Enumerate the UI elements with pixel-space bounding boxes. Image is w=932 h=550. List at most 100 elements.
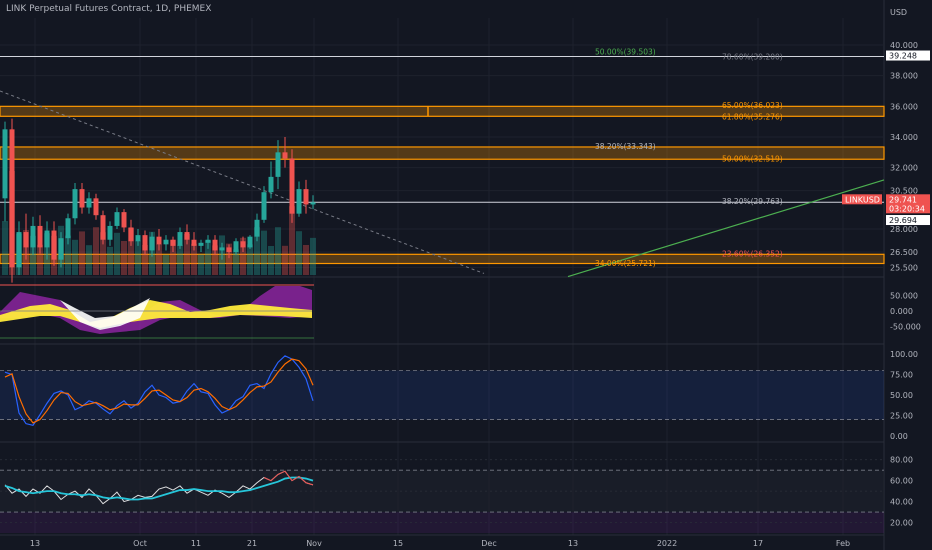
candle-body	[37, 225, 43, 248]
fib-label: 50.00%(32.519)	[722, 155, 783, 164]
stoch-band-fill	[0, 370, 884, 420]
time-tick-label: 11	[191, 539, 201, 548]
fib-zone	[0, 253, 885, 265]
price-tag	[886, 50, 930, 61]
rsi-line	[4, 470, 314, 505]
price-tick-label: 28.000	[890, 225, 918, 234]
volume-bar	[233, 249, 239, 275]
candle-body	[128, 227, 134, 242]
fib-zone	[0, 105, 885, 117]
candle-body	[261, 192, 267, 220]
rsi-tick-label: 20.00	[890, 519, 913, 528]
volume-bar	[65, 235, 71, 275]
candle-body	[135, 235, 141, 242]
candle-body	[233, 241, 239, 252]
momentum-yellow-area	[0, 300, 312, 328]
candle-body	[44, 230, 50, 248]
volume-bar	[289, 206, 295, 275]
stoch-tick-label: 100.00	[890, 350, 918, 359]
candle-body	[212, 239, 218, 251]
stoch-tick-label: 0.00	[890, 432, 908, 441]
candle-body	[177, 232, 183, 246]
price-tick-label: 26.500	[890, 248, 918, 257]
candle-body	[254, 219, 260, 237]
candle-body	[303, 189, 309, 205]
fib-label: 34.00%(25.721)	[595, 259, 656, 268]
volume-bar	[247, 244, 253, 275]
fib-label: 78.60%(39.200)	[722, 52, 783, 61]
volume-bar	[72, 239, 78, 275]
time-tick-label: 13	[30, 539, 40, 548]
fib-label: 38.20%(33.343)	[595, 142, 656, 151]
fib-label: 38.20%(29.763)	[722, 197, 783, 206]
stoch-tick-label: 25.00	[890, 411, 913, 420]
candle-body	[226, 247, 232, 252]
candle-body	[296, 189, 302, 214]
volume-bar	[2, 221, 8, 275]
volume-bar	[30, 235, 36, 275]
candle-body	[23, 232, 29, 248]
currency-label: USD	[890, 8, 908, 17]
candle-body	[275, 152, 281, 177]
candle-body	[198, 242, 204, 246]
candle-body	[9, 129, 15, 268]
candle-body	[142, 235, 148, 251]
chart-title: LINK Perpetual Futures Contract, 1D, PHE…	[6, 4, 212, 14]
volume-bar	[107, 246, 113, 275]
volume-bar	[128, 227, 134, 275]
trendline-down	[0, 90, 485, 274]
price-tick-label: 38.000	[890, 72, 918, 81]
candle-body	[191, 239, 197, 246]
candle-body	[79, 189, 85, 208]
candle-body	[184, 232, 190, 240]
fib-label: 61.80%(35.276)	[722, 112, 783, 121]
time-tick-label: Feb	[836, 539, 850, 548]
volume-bar	[100, 232, 106, 275]
trendline-up	[567, 179, 885, 278]
price-tag-label: 29.694	[889, 216, 917, 225]
candle-body	[93, 198, 99, 216]
time-tick-label: 13	[568, 539, 578, 548]
volume-bar	[184, 234, 190, 275]
price-tag-label: 39.248	[889, 52, 917, 61]
volume-bar	[170, 239, 176, 275]
candle-body	[205, 239, 211, 243]
time-tick-label: 15	[393, 539, 403, 548]
fib-label: 65.00%(36.023)	[722, 101, 783, 110]
candle-body	[240, 241, 246, 248]
volume-bar	[114, 232, 120, 275]
volume-bar	[261, 230, 267, 275]
candle-body	[114, 212, 120, 226]
volume-bar	[163, 254, 169, 275]
stoch-tick-label: 75.00	[890, 371, 913, 380]
volume-bar	[121, 241, 127, 275]
volume-bar	[142, 245, 148, 275]
volume-bar	[93, 227, 99, 275]
price-tag-label: LINKUSD	[845, 195, 880, 204]
price-tick-label: 25.500	[890, 263, 918, 272]
rsi-tick-label: 80.00	[890, 456, 913, 465]
volume-bar	[191, 243, 197, 275]
volume-bar	[254, 227, 260, 275]
candle-body	[156, 236, 162, 245]
candle-body	[100, 215, 106, 240]
stoch-d-line	[4, 358, 314, 424]
volume-bar	[198, 254, 204, 275]
price-tick-label: 32.000	[890, 164, 918, 173]
price-tag	[886, 203, 930, 214]
fib-label: 23.60%(26.352)	[722, 249, 783, 258]
candle-body	[2, 129, 8, 199]
candle-body	[58, 238, 64, 260]
volume-bar	[240, 237, 246, 275]
candle-body	[121, 212, 127, 228]
rsi-tick-label: 60.00	[890, 477, 913, 486]
candle-body	[16, 232, 22, 268]
price-tick-label: 34.000	[890, 133, 918, 142]
price-tick-label: 40.000	[890, 41, 918, 50]
candle-body	[51, 230, 57, 260]
time-tick-label: 2022	[657, 539, 677, 548]
candle-body	[72, 189, 78, 219]
rsi-tick-label: 40.00	[890, 498, 913, 507]
